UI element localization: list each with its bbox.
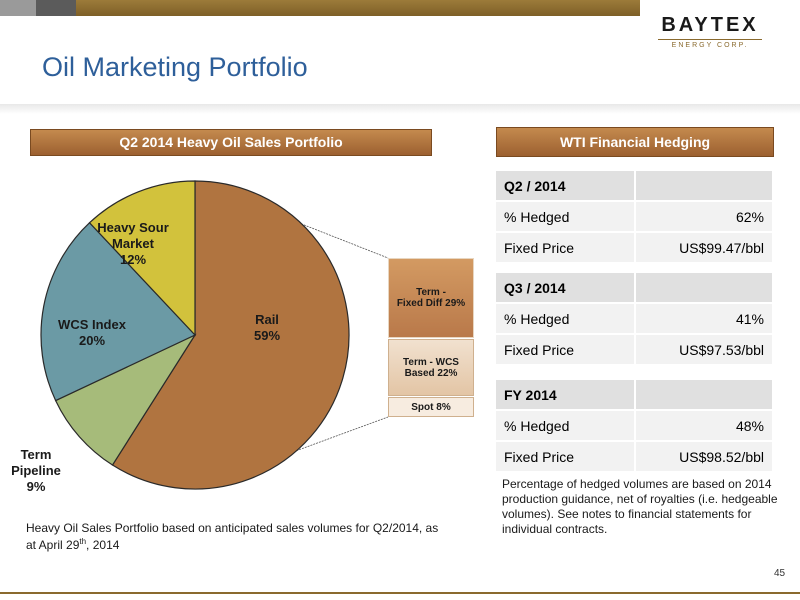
tp-pct: 9%	[26, 479, 46, 494]
tp-name-line2: Pipeline	[11, 463, 61, 478]
page-title: Oil Marketing Portfolio	[42, 52, 308, 82]
table-row: % Hedged 62%	[496, 201, 772, 233]
rail-breakdown-term-fixed-diff: Term - Fixed Diff 29%	[388, 258, 474, 338]
hedged-label: % Hedged	[496, 303, 636, 335]
title-divider	[0, 104, 800, 114]
table-row: Q2 / 2014	[496, 171, 772, 202]
portfolio-footnote: Heavy Oil Sales Portfolio based on antic…	[26, 522, 446, 552]
hsm-name-line2: Market	[112, 236, 154, 251]
page-number: 45	[774, 568, 786, 579]
pie-slice-rail	[111, 180, 350, 490]
rail-breakdown-term-wcs-based: Term - WCS Based 22%	[388, 339, 474, 396]
table-row: Fixed Price US$97.53/bbl	[496, 334, 772, 366]
period-label: Q2 / 2014	[496, 171, 636, 202]
hsm-pct: 12%	[119, 252, 147, 267]
slice-label-rail: Rail 59%	[222, 312, 312, 344]
hedged-value: 62%	[635, 201, 772, 233]
pie-slice-term-pipeline	[54, 333, 197, 466]
price-value: US$98.52/bbl	[635, 441, 772, 473]
wcs-name: WCS Index	[58, 317, 126, 332]
tp-name-line1: Term	[20, 447, 52, 462]
hedged-value: 48%	[635, 410, 772, 442]
hedging-table-q2: Q2 / 2014 % Hedged 62% Fixed Price US$99.4…	[496, 171, 772, 264]
company-logo: BAYTEX ENERGY CORP.	[650, 14, 770, 54]
rail-breakdown-spot: Spot 8%	[388, 397, 474, 417]
period-blank	[635, 273, 772, 304]
price-label: Fixed Price	[496, 334, 636, 366]
footnote-superscript: th	[79, 537, 87, 546]
hedging-header: WTI Financial Hedging	[496, 127, 774, 157]
table-row: Fixed Price US$99.47/bbl	[496, 232, 772, 264]
price-label: Fixed Price	[496, 232, 636, 264]
top-bar-segment-gold	[76, 0, 640, 16]
hedged-value: 41%	[635, 303, 772, 335]
slice-label-wcs-index: WCS Index 20%	[42, 317, 142, 349]
price-value: US$99.47/bbl	[635, 232, 772, 264]
sb1-line2: Fixed Diff 29%	[396, 298, 466, 309]
top-bar-segment-dark	[36, 0, 76, 16]
sb3-label: Spot 8%	[411, 401, 451, 413]
hedging-table-fy: FY 2014 % Hedged 48% Fixed Price US$98.52/…	[496, 380, 772, 473]
period-label: Q3 / 2014	[496, 273, 636, 304]
top-bar-segment-gray	[0, 0, 36, 16]
top-bar	[0, 0, 640, 16]
pie-chart-header: Q2 2014 Heavy Oil Sales Portfolio	[30, 129, 432, 156]
hsm-name-line1: Heavy Sour	[97, 220, 169, 235]
hedged-label: % Hedged	[496, 410, 636, 442]
table-row: Q3 / 2014	[496, 273, 772, 304]
pie-slice-heavy-sour-market	[88, 180, 196, 337]
price-label: Fixed Price	[496, 441, 636, 473]
rail-pct: 59%	[253, 328, 281, 343]
wcs-pct: 20%	[78, 333, 106, 348]
bottom-rule	[0, 592, 800, 594]
sb1-line1: Term -	[416, 287, 446, 298]
logo-name: BAYTEX	[661, 14, 759, 36]
period-blank	[635, 171, 772, 202]
pie-chart	[40, 180, 389, 490]
hedging-table-q3: Q3 / 2014 % Hedged 41% Fixed Price US$97.5…	[496, 273, 772, 366]
table-row: % Hedged 48%	[496, 410, 772, 442]
rail-name: Rail	[255, 312, 279, 327]
price-value: US$97.53/bbl	[635, 334, 772, 366]
hedging-footnote: Percentage of hedged volumes are based o…	[502, 477, 778, 536]
footnote-text-b: , 2014	[86, 538, 120, 552]
sb2-line2: Based 22%	[404, 367, 458, 379]
logo-subtitle: ENERGY CORP.	[658, 39, 762, 49]
sb2-line1: Term - WCS	[403, 356, 459, 368]
table-row: FY 2014	[496, 380, 772, 411]
slice-label-heavy-sour-market: Heavy Sour Market 12%	[85, 220, 181, 268]
footnote-text-a: Heavy Oil Sales Portfolio based on antic…	[26, 521, 439, 552]
slice-label-term-pipeline: Term Pipeline 9%	[0, 447, 72, 495]
period-label: FY 2014	[496, 380, 636, 411]
hedged-label: % Hedged	[496, 201, 636, 233]
pie-slice-wcs-index	[40, 221, 197, 402]
table-row: Fixed Price US$98.52/bbl	[496, 441, 772, 473]
period-blank	[635, 380, 772, 411]
table-row: % Hedged 41%	[496, 303, 772, 335]
